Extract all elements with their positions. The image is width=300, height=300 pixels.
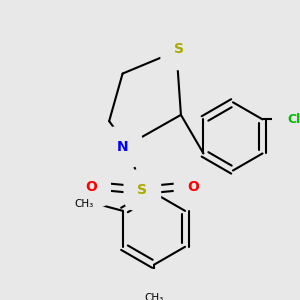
Text: O: O	[188, 180, 200, 194]
Text: CH₃: CH₃	[144, 293, 164, 300]
Text: O: O	[85, 180, 97, 194]
Text: S: S	[137, 183, 147, 197]
Text: N: N	[117, 140, 128, 154]
Text: S: S	[174, 42, 184, 56]
Text: Cl: Cl	[287, 113, 300, 126]
Text: CH₃: CH₃	[74, 199, 93, 209]
